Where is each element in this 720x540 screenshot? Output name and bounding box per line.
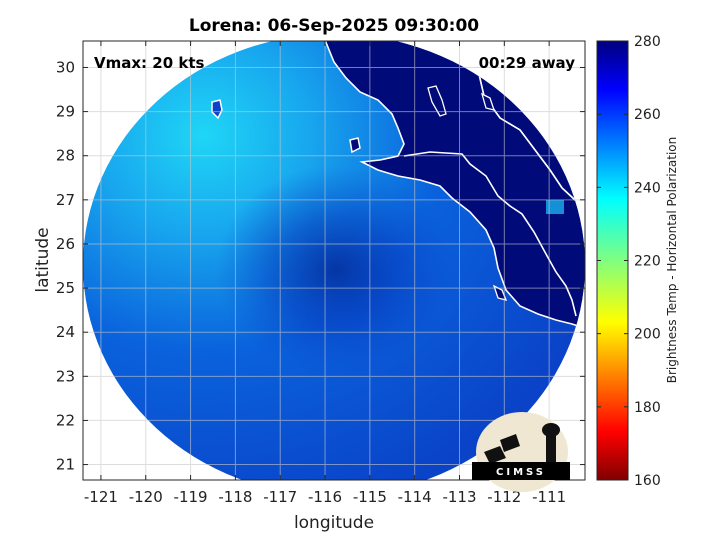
y-tick-label: 30 — [56, 58, 75, 76]
colorbar-tick-label: 220 — [634, 254, 661, 270]
logo-text: CIMSS — [496, 467, 546, 478]
colorbar-tick-label: 260 — [634, 107, 661, 123]
colorbar-label: Brightness Temp - Horizontal Polarizatio… — [665, 137, 679, 384]
colorbar-tick-label: 240 — [634, 180, 661, 196]
water-tower-tank-icon — [542, 423, 560, 437]
x-tick-label: -117 — [263, 488, 297, 506]
colorbar-tick-label: 180 — [634, 400, 661, 416]
logo-banner — [472, 462, 570, 480]
x-tick-label: -119 — [174, 488, 208, 506]
time-away-annotation: 00:29 away — [479, 54, 576, 72]
x-tick-label: -112 — [487, 488, 521, 506]
colorbar-ticks: 160 180 200 220 240 260 280 — [597, 34, 661, 489]
island-gulf-2 — [480, 92, 495, 111]
y-tick-label: 24 — [56, 323, 75, 341]
satellite-dish-icon — [484, 434, 520, 464]
y-tick-label: 23 — [56, 367, 75, 385]
baja-gulf-landmass — [323, 41, 585, 332]
y-axis-label: latitude — [33, 227, 53, 292]
storm-circulation — [216, 165, 456, 375]
y-tick-label: 21 — [56, 456, 75, 474]
axes-frame — [82, 40, 586, 481]
y-tick-label: 25 — [56, 279, 75, 297]
y-tick-label: 28 — [56, 147, 75, 165]
x-tick-label: -114 — [398, 488, 432, 506]
colorbar — [596, 40, 629, 481]
x-tick-label: -118 — [218, 488, 252, 506]
island-guadalupe — [211, 99, 223, 120]
microwave-swath — [83, 41, 585, 480]
island-gulf-1 — [427, 85, 447, 117]
y-tick-labels: 21 22 23 24 25 26 27 28 29 30 — [56, 58, 75, 473]
y-tick-label: 27 — [56, 191, 75, 209]
y-tick-label: 26 — [56, 235, 75, 253]
x-tick-label: -115 — [353, 488, 387, 506]
island-cedros — [349, 137, 361, 154]
colorbar-tick-label: 280 — [634, 34, 661, 50]
grid — [83, 41, 585, 480]
chart-title: Lorena: 06-Sep-2025 09:30:00 — [189, 16, 479, 36]
land-warm-patch — [546, 200, 564, 214]
x-tick-label: -121 — [84, 488, 118, 506]
x-tick-label: -113 — [442, 488, 476, 506]
y-tick-label: 22 — [56, 411, 75, 429]
cimss-logo: CIMSS — [472, 412, 570, 492]
colorbar-tick-label: 200 — [634, 327, 661, 343]
x-tick-label: -111 — [532, 488, 566, 506]
water-tower-icon — [546, 430, 556, 464]
x-tick-label: -120 — [129, 488, 163, 506]
x-axis-label: longitude — [294, 513, 374, 533]
y-tick-label: 29 — [56, 103, 75, 121]
x-tick-label: -116 — [308, 488, 342, 506]
x-tick-labels: -121 -120 -119 -118 -117 -116 -115 -114 -113 -112… — [84, 488, 566, 506]
colorbar-tick-label: 160 — [634, 473, 661, 489]
island-margarita — [492, 284, 508, 301]
plot-area — [83, 41, 585, 480]
vmax-annotation: Vmax: 20 kts — [94, 54, 204, 72]
